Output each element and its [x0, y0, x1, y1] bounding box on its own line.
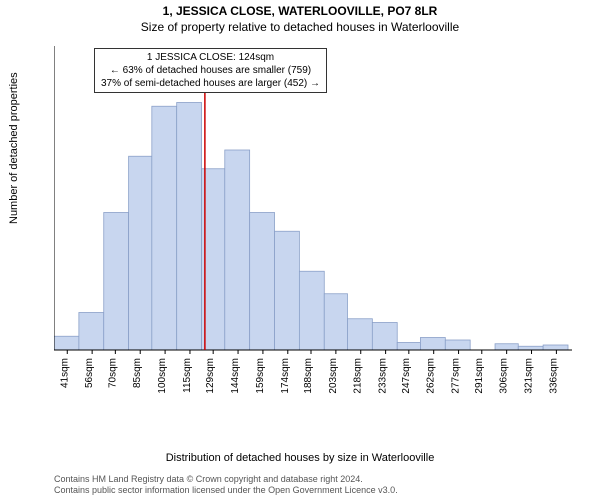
x-tick-label: 291sqm — [474, 358, 485, 394]
x-tick-label: 100sqm — [157, 358, 168, 394]
histogram-bar — [152, 106, 177, 350]
x-tick-label: 188sqm — [303, 358, 314, 394]
attribution-line1: Contains HM Land Registry data © Crown c… — [54, 474, 398, 485]
annotation-line1: 1 JESSICA CLOSE: 124sqm — [101, 51, 320, 64]
histogram-bar — [275, 231, 300, 350]
x-tick-label: 247sqm — [401, 358, 412, 394]
histogram-bar — [543, 345, 568, 350]
x-tick-label: 321sqm — [524, 358, 535, 394]
title-address: 1, JESSICA CLOSE, WATERLOOVILLE, PO7 8LR — [0, 4, 600, 18]
x-tick-label: 277sqm — [451, 358, 462, 394]
attribution-line2: Contains public sector information licen… — [54, 485, 398, 496]
histogram-bar — [347, 319, 372, 350]
histogram-bar — [104, 213, 129, 351]
x-tick-label: 218sqm — [353, 358, 364, 394]
x-tick-label: 115sqm — [182, 358, 193, 393]
histogram-bar — [79, 313, 104, 351]
x-tick-label: 144sqm — [230, 358, 241, 394]
histogram-bar — [54, 336, 79, 350]
x-tick-label: 70sqm — [107, 358, 118, 388]
x-tick-label: 306sqm — [499, 358, 510, 394]
histogram-bar — [177, 103, 202, 351]
x-tick-label: 41sqm — [59, 358, 70, 388]
x-tick-label: 336sqm — [548, 358, 559, 394]
histogram-bar — [372, 323, 397, 351]
x-tick-label: 233sqm — [378, 358, 389, 394]
x-tick-label: 262sqm — [426, 358, 437, 394]
histogram-bar — [250, 213, 275, 351]
x-tick-label: 203sqm — [328, 358, 339, 394]
histogram-bar — [445, 340, 470, 350]
histogram-bar — [225, 150, 250, 350]
x-tick-label: 129sqm — [205, 358, 216, 394]
x-axis-label: Distribution of detached houses by size … — [0, 452, 600, 464]
histogram-bar — [397, 343, 420, 351]
x-tick-label: 159sqm — [255, 358, 266, 394]
title-block: 1, JESSICA CLOSE, WATERLOOVILLE, PO7 8LR… — [0, 0, 600, 34]
x-tick-label: 174sqm — [280, 358, 291, 394]
annotation-box: 1 JESSICA CLOSE: 124sqm ← 63% of detache… — [94, 48, 327, 93]
histogram-bar — [420, 338, 445, 351]
histogram-bar — [299, 271, 324, 350]
chart-area: 02040608010012014016018020022024041sqm56… — [54, 44, 574, 404]
title-subtitle: Size of property relative to detached ho… — [0, 20, 600, 34]
histogram-bar — [129, 156, 152, 350]
histogram-bar — [495, 344, 518, 350]
annotation-line3: 37% of semi-detached houses are larger (… — [101, 77, 320, 90]
x-tick-label: 56sqm — [84, 358, 95, 388]
histogram-bar — [324, 294, 347, 350]
annotation-line2: ← 63% of detached houses are smaller (75… — [101, 64, 320, 77]
attribution: Contains HM Land Registry data © Crown c… — [54, 474, 398, 496]
x-tick-label: 85sqm — [132, 358, 143, 388]
histogram-plot: 02040608010012014016018020022024041sqm56… — [54, 44, 574, 404]
y-axis-label: Number of detached properties — [8, 72, 20, 224]
histogram-bar — [518, 346, 543, 350]
